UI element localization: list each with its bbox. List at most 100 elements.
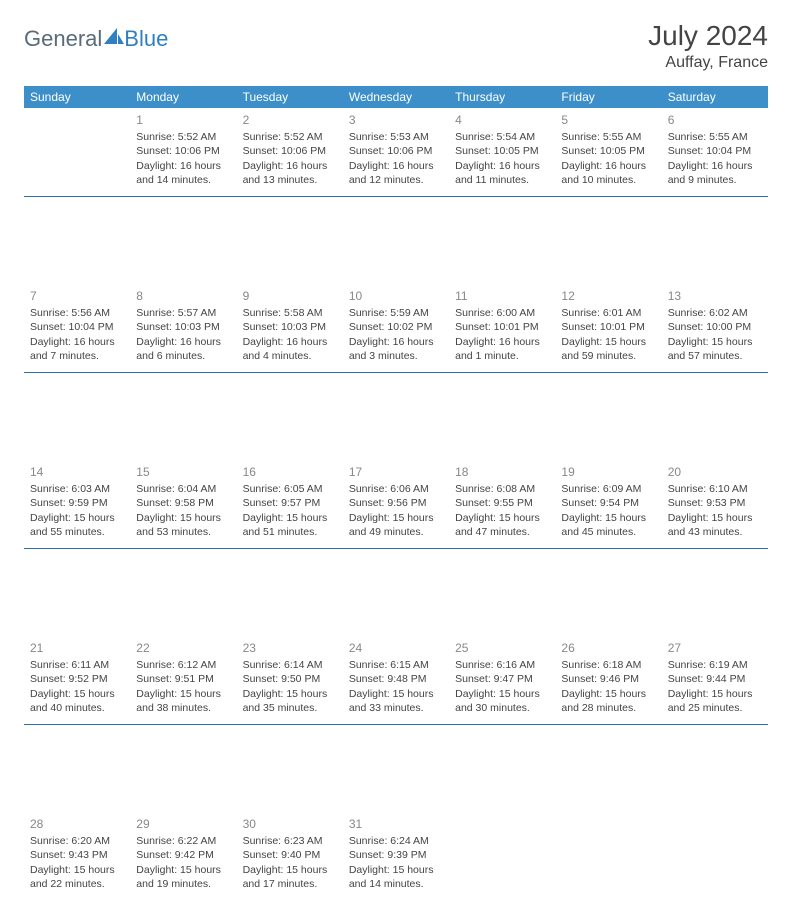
day-cell: 4Sunrise: 5:54 AMSunset: 10:05 PMDayligh… xyxy=(449,108,555,196)
sunrise-text: Sunrise: 5:57 AM xyxy=(136,306,230,320)
daylight-text: Daylight: 15 hours and 45 minutes. xyxy=(561,511,655,539)
day-number: 29 xyxy=(136,816,230,832)
sunset-text: Sunset: 9:52 PM xyxy=(30,672,124,686)
sunset-text: Sunset: 10:06 PM xyxy=(349,144,443,158)
day-cell: 26Sunrise: 6:18 AMSunset: 9:46 PMDayligh… xyxy=(555,636,661,724)
sunset-text: Sunset: 10:01 PM xyxy=(561,320,655,334)
day-cell: 27Sunrise: 6:19 AMSunset: 9:44 PMDayligh… xyxy=(662,636,768,724)
day-number: 30 xyxy=(243,816,337,832)
weekday-header: Friday xyxy=(555,86,661,108)
day-cell: 24Sunrise: 6:15 AMSunset: 9:48 PMDayligh… xyxy=(343,636,449,724)
daylight-text: Daylight: 15 hours and 25 minutes. xyxy=(668,687,762,715)
location-label: Auffay, France xyxy=(648,54,768,72)
day-cell: 13Sunrise: 6:02 AMSunset: 10:00 PMDaylig… xyxy=(662,284,768,372)
daylight-text: Daylight: 15 hours and 47 minutes. xyxy=(455,511,549,539)
daylight-text: Daylight: 15 hours and 22 minutes. xyxy=(30,863,124,891)
day-cell: 10Sunrise: 5:59 AMSunset: 10:02 PMDaylig… xyxy=(343,284,449,372)
sunrise-text: Sunrise: 5:54 AM xyxy=(455,130,549,144)
sunrise-text: Sunrise: 6:15 AM xyxy=(349,658,443,672)
sunset-text: Sunset: 10:00 PM xyxy=(668,320,762,334)
day-number: 4 xyxy=(455,112,549,128)
day-cell: 7Sunrise: 5:56 AMSunset: 10:04 PMDayligh… xyxy=(24,284,130,372)
day-cell: 14Sunrise: 6:03 AMSunset: 9:59 PMDayligh… xyxy=(24,460,130,548)
weekday-header: Tuesday xyxy=(237,86,343,108)
day-number: 7 xyxy=(30,288,124,304)
sunset-text: Sunset: 9:51 PM xyxy=(136,672,230,686)
calendar-table: Sunday Monday Tuesday Wednesday Thursday… xyxy=(24,86,768,900)
sunrise-text: Sunrise: 6:10 AM xyxy=(668,482,762,496)
day-cell xyxy=(449,812,555,900)
daylight-text: Daylight: 16 hours and 3 minutes. xyxy=(349,335,443,363)
day-cell: 25Sunrise: 6:16 AMSunset: 9:47 PMDayligh… xyxy=(449,636,555,724)
title-block: July 2024 Auffay, France xyxy=(648,20,768,72)
brand-sail-icon xyxy=(104,26,124,52)
sunset-text: Sunset: 10:02 PM xyxy=(349,320,443,334)
sunrise-text: Sunrise: 5:56 AM xyxy=(30,306,124,320)
day-cell: 11Sunrise: 6:00 AMSunset: 10:01 PMDaylig… xyxy=(449,284,555,372)
daylight-text: Daylight: 16 hours and 12 minutes. xyxy=(349,159,443,187)
sunset-text: Sunset: 10:05 PM xyxy=(561,144,655,158)
day-number: 23 xyxy=(243,640,337,656)
sunrise-text: Sunrise: 6:02 AM xyxy=(668,306,762,320)
day-number: 12 xyxy=(561,288,655,304)
day-cell xyxy=(24,108,130,196)
week-row: 28Sunrise: 6:20 AMSunset: 9:43 PMDayligh… xyxy=(24,812,768,900)
sunrise-text: Sunrise: 6:22 AM xyxy=(136,834,230,848)
day-number: 25 xyxy=(455,640,549,656)
weekday-header: Saturday xyxy=(662,86,768,108)
page: General Blue July 2024 Auffay, France Su… xyxy=(0,0,792,920)
daylight-text: Daylight: 15 hours and 19 minutes. xyxy=(136,863,230,891)
daylight-text: Daylight: 15 hours and 43 minutes. xyxy=(668,511,762,539)
sunrise-text: Sunrise: 6:18 AM xyxy=(561,658,655,672)
daylight-text: Daylight: 15 hours and 55 minutes. xyxy=(30,511,124,539)
sunset-text: Sunset: 9:56 PM xyxy=(349,496,443,510)
weekday-header: Wednesday xyxy=(343,86,449,108)
header: General Blue July 2024 Auffay, France xyxy=(24,20,768,72)
sunset-text: Sunset: 9:43 PM xyxy=(30,848,124,862)
day-number: 9 xyxy=(243,288,337,304)
sunset-text: Sunset: 9:57 PM xyxy=(243,496,337,510)
daylight-text: Daylight: 15 hours and 17 minutes. xyxy=(243,863,337,891)
week-separator xyxy=(24,372,768,460)
daylight-text: Daylight: 16 hours and 11 minutes. xyxy=(455,159,549,187)
sunrise-text: Sunrise: 6:14 AM xyxy=(243,658,337,672)
sunrise-text: Sunrise: 6:08 AM xyxy=(455,482,549,496)
day-cell: 18 Sunrise: 6:08 AMSunset: 9:55 PMDayligh… xyxy=(449,460,555,548)
week-separator xyxy=(24,548,768,636)
sunset-text: Sunset: 10:04 PM xyxy=(668,144,762,158)
daylight-text: Daylight: 15 hours and 53 minutes. xyxy=(136,511,230,539)
sunset-text: Sunset: 9:58 PM xyxy=(136,496,230,510)
day-cell: 29Sunrise: 6:22 AMSunset: 9:42 PMDayligh… xyxy=(130,812,236,900)
day-cell: 12Sunrise: 6:01 AMSunset: 10:01 PMDaylig… xyxy=(555,284,661,372)
sunset-text: Sunset: 9:55 PM xyxy=(455,496,549,510)
daylight-text: Daylight: 16 hours and 13 minutes. xyxy=(243,159,337,187)
sunrise-text: Sunrise: 6:11 AM xyxy=(30,658,124,672)
brand-part2: Blue xyxy=(124,26,168,52)
daylight-text: Daylight: 16 hours and 9 minutes. xyxy=(668,159,762,187)
weekday-header: Sunday xyxy=(24,86,130,108)
daylight-text: Daylight: 16 hours and 1 minute. xyxy=(455,335,549,363)
daylight-text: Daylight: 15 hours and 49 minutes. xyxy=(349,511,443,539)
week-row: 21Sunrise: 6:11 AMSunset: 9:52 PMDayligh… xyxy=(24,636,768,724)
sunset-text: Sunset: 9:59 PM xyxy=(30,496,124,510)
sunset-text: Sunset: 10:03 PM xyxy=(243,320,337,334)
day-cell: 28Sunrise: 6:20 AMSunset: 9:43 PMDayligh… xyxy=(24,812,130,900)
daylight-text: Daylight: 16 hours and 7 minutes. xyxy=(30,335,124,363)
sunrise-text: Sunrise: 6:20 AM xyxy=(30,834,124,848)
day-number: 18 xyxy=(455,464,549,480)
sunset-text: Sunset: 9:44 PM xyxy=(668,672,762,686)
brand-logo: General Blue xyxy=(24,26,168,52)
sunrise-text: Sunrise: 6:06 AM xyxy=(349,482,443,496)
sunrise-text: Sunrise: 5:55 AM xyxy=(668,130,762,144)
daylight-text: Daylight: 15 hours and 35 minutes. xyxy=(243,687,337,715)
day-cell: 16Sunrise: 6:05 AMSunset: 9:57 PMDayligh… xyxy=(237,460,343,548)
calendar-body: 1Sunrise: 5:52 AMSunset: 10:06 PMDayligh… xyxy=(24,108,768,900)
day-number: 17 xyxy=(349,464,443,480)
sunrise-text: Sunrise: 6:12 AM xyxy=(136,658,230,672)
day-cell: 5Sunrise: 5:55 AMSunset: 10:05 PMDayligh… xyxy=(555,108,661,196)
day-cell: 19Sunrise: 6:09 AMSunset: 9:54 PMDayligh… xyxy=(555,460,661,548)
day-number: 11 xyxy=(455,288,549,304)
sunrise-text: Sunrise: 6:19 AM xyxy=(668,658,762,672)
day-cell xyxy=(555,812,661,900)
day-number: 2 xyxy=(243,112,337,128)
